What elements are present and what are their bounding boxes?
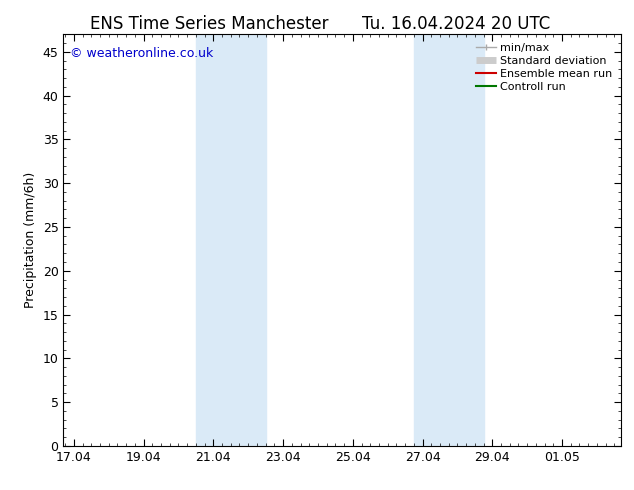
- Text: © weatheronline.co.uk: © weatheronline.co.uk: [70, 47, 214, 60]
- Text: ENS Time Series Manchester: ENS Time Series Manchester: [90, 15, 328, 33]
- Bar: [414, 34, 484, 446]
- Bar: [196, 34, 266, 446]
- Y-axis label: Precipitation (mm/6h): Precipitation (mm/6h): [24, 172, 37, 308]
- Text: Tu. 16.04.2024 20 UTC: Tu. 16.04.2024 20 UTC: [363, 15, 550, 33]
- Legend: min/max, Standard deviation, Ensemble mean run, Controll run: min/max, Standard deviation, Ensemble me…: [474, 41, 614, 94]
